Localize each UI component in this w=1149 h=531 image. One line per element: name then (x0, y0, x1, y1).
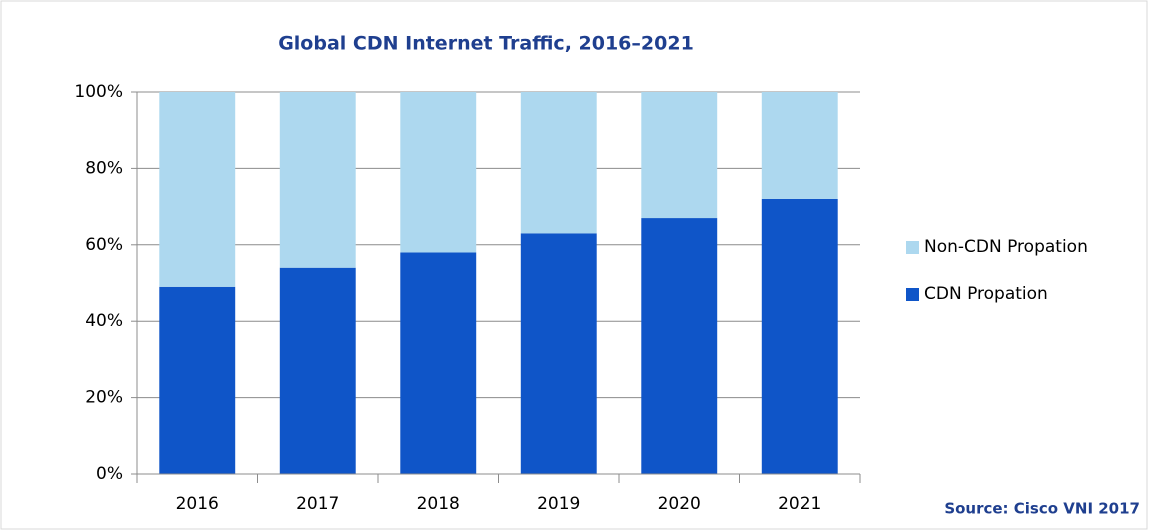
x-tick-label: 2018 (417, 494, 460, 514)
y-tick-label: 80% (85, 158, 123, 178)
x-tick-label: 2020 (658, 494, 701, 514)
x-tick-label: 2016 (176, 494, 219, 514)
bar-segment (761, 92, 838, 199)
bar-segment (279, 267, 356, 474)
bar-segment (279, 92, 356, 268)
bar-segment (641, 92, 718, 219)
bar-segment (520, 92, 597, 234)
bar-segment (400, 92, 477, 253)
bar-segment (641, 218, 718, 474)
x-tick-label: 2017 (296, 494, 339, 514)
legend-swatch (906, 288, 919, 301)
x-tick-label: 2021 (778, 494, 821, 514)
y-tick-label: 40% (85, 311, 123, 331)
legend-swatch (906, 241, 919, 254)
bar-segment (159, 92, 236, 287)
x-tick-label: 2019 (537, 494, 580, 514)
y-tick-label: 100% (74, 82, 123, 102)
bar-segment (400, 252, 477, 474)
chart-title: Global CDN Internet Traffic, 2016–2021 (278, 33, 694, 55)
bar-segment (159, 286, 236, 474)
bar-segment (520, 233, 597, 474)
source-note: Source: Cisco VNI 2017 (944, 500, 1140, 518)
y-tick-label: 20% (85, 388, 123, 408)
legend-label: Non-CDN Propation (924, 237, 1088, 257)
legend-label: CDN Propation (924, 284, 1048, 304)
y-tick-label: 0% (96, 464, 123, 484)
bar-segment (761, 198, 838, 474)
y-tick-label: 60% (85, 235, 123, 255)
